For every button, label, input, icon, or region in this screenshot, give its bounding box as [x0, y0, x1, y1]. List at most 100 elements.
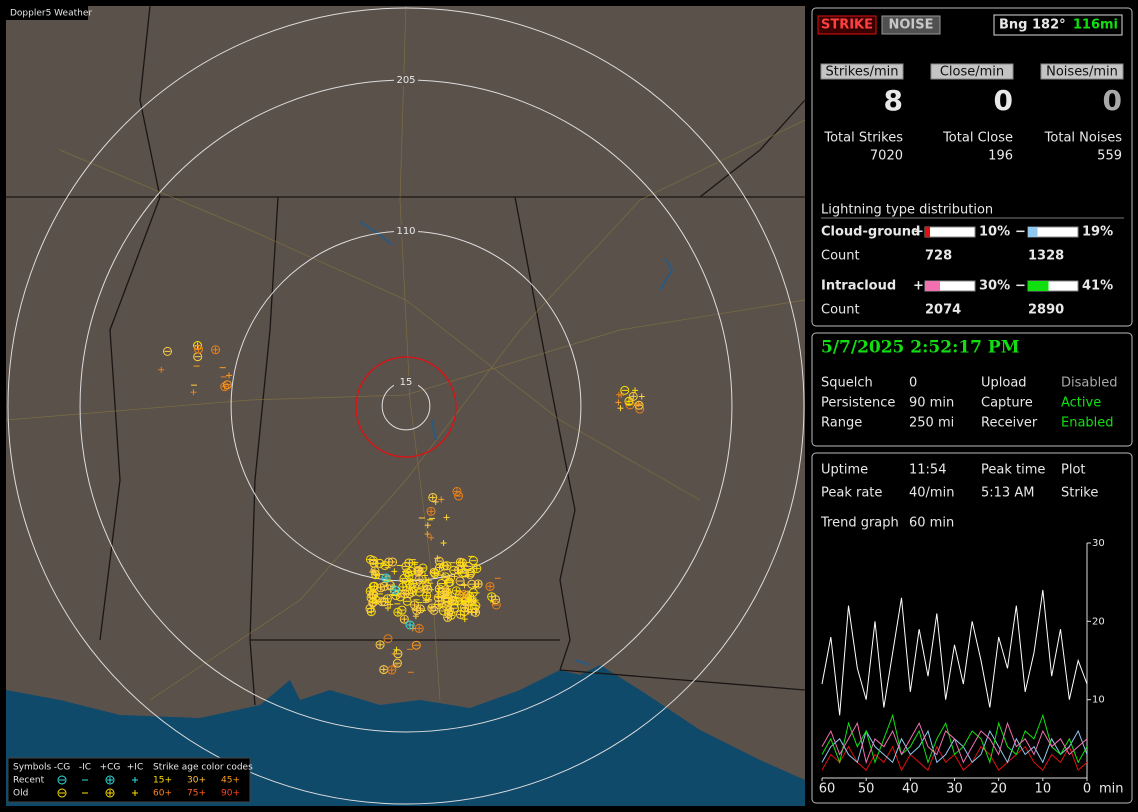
- strike-symbol: [105, 775, 115, 785]
- status-label: Squelch: [821, 376, 873, 391]
- symbol-circle: [410, 600, 420, 610]
- strike-symbol: [422, 591, 432, 601]
- map-land: [6, 6, 805, 806]
- bearing-box: [993, 14, 1123, 36]
- stat-item: Strike: [1061, 486, 1098, 501]
- symbol-circle: [385, 580, 395, 590]
- symbol-circle: [412, 606, 422, 616]
- symbol-circle: [472, 564, 482, 574]
- trend-line: [821, 589, 1088, 716]
- strike-button[interactable]: [817, 15, 877, 35]
- symbol-circle: [426, 506, 436, 516]
- strike-symbol: [369, 581, 379, 591]
- strike-symbol: [395, 592, 405, 602]
- stat-item: 40/min: [909, 486, 954, 501]
- strike-symbol: [459, 589, 469, 599]
- rate-value: 0: [994, 84, 1013, 117]
- strike-symbol: [440, 540, 447, 547]
- strike-symbol: [368, 556, 378, 566]
- symbol-circle: [628, 391, 638, 401]
- legend-age: 75+: [187, 789, 206, 799]
- rate-button: [1040, 63, 1124, 80]
- total-value: 7020: [870, 149, 903, 164]
- strike-symbol: [379, 665, 389, 675]
- strike-symbol: [429, 567, 439, 577]
- symbol-circle: [163, 346, 173, 356]
- legend-type: +IC: [127, 763, 143, 773]
- percent-label: 41%: [1082, 279, 1113, 294]
- symbol-circle: [366, 607, 376, 617]
- symbol-circle: [465, 569, 475, 579]
- strike-symbol: [435, 588, 442, 595]
- distribution-title: Lightning type distribution: [821, 203, 993, 218]
- strike-symbol: [387, 601, 394, 608]
- stat-item: 5:13 AM: [981, 486, 1034, 501]
- y-tick-label: 20: [1092, 616, 1105, 627]
- strike-symbol: [448, 595, 458, 605]
- count-label: Count: [821, 249, 860, 264]
- strike-symbol: [399, 614, 409, 624]
- symbol-circle: [392, 658, 402, 668]
- strike-symbol: [193, 344, 203, 354]
- status-label: Upload: [981, 376, 1027, 391]
- status-value: 90 min: [909, 396, 954, 411]
- legend-age: 15+: [153, 776, 172, 786]
- symbol-circle: [398, 582, 408, 592]
- y-tick-label: 30: [1092, 538, 1105, 549]
- legend-age: 60+: [153, 789, 172, 799]
- strike-symbol: [387, 665, 397, 675]
- legend-age-title: Strike age color codes: [153, 763, 253, 773]
- symbol-circle: [491, 600, 501, 610]
- strike-symbol: [472, 564, 482, 574]
- symbol-circle: [105, 775, 115, 785]
- symbol-circle: [422, 591, 432, 601]
- status-value: Disabled: [1061, 376, 1117, 391]
- strike-symbol: [405, 588, 415, 598]
- strike-symbol: [460, 603, 470, 613]
- noise-button-label[interactable]: NOISE: [888, 18, 933, 33]
- percent-label: 19%: [1082, 225, 1113, 240]
- symbol-circle: [220, 382, 230, 392]
- bearing: Bng 182°: [999, 18, 1066, 33]
- strike-symbol: [632, 387, 639, 394]
- strike-symbol: [430, 569, 440, 579]
- strike-symbol: [423, 584, 433, 594]
- strike-symbol: [158, 366, 165, 373]
- symbol-circle: [383, 634, 393, 644]
- percent-track: [924, 226, 976, 238]
- strike-symbol: [397, 605, 407, 615]
- strike-symbol: [393, 649, 403, 659]
- strike-symbol: [414, 623, 424, 633]
- strike-symbol: [638, 393, 645, 400]
- symbol-circle: [393, 607, 403, 617]
- symbol-circle: [451, 586, 461, 596]
- stat-item: Peak rate: [821, 486, 882, 501]
- legend-age: 90+: [221, 789, 240, 799]
- strike-symbol: [468, 556, 478, 566]
- symbol-circle: [485, 581, 495, 591]
- strike-symbol: [461, 582, 468, 589]
- symbol-circle: [620, 385, 630, 395]
- count-value: 728: [925, 249, 952, 264]
- legend-row: Old: [13, 789, 28, 799]
- symbol-circle: [430, 569, 440, 579]
- strike-symbol: [391, 568, 398, 575]
- symbol-circle: [436, 579, 446, 589]
- total-label: Total Noises: [1044, 131, 1123, 146]
- strike-button-label[interactable]: STRIKE: [821, 18, 873, 33]
- trend-line: [821, 721, 1088, 765]
- noise-button[interactable]: [881, 15, 941, 35]
- strike-symbol: [424, 522, 431, 529]
- status-value: 250 mi: [909, 416, 954, 431]
- strike-symbol: [384, 605, 391, 612]
- symbol-circle: [491, 595, 501, 605]
- symbol-circle: [418, 582, 428, 592]
- strike-symbol: [422, 597, 429, 604]
- state-borders: [6, 5, 806, 706]
- count-value: 1328: [1028, 249, 1064, 264]
- type-name: Cloud-ground: [821, 225, 920, 240]
- symbol-circle: [459, 589, 469, 599]
- ring-label-bg: [394, 74, 418, 87]
- strike-symbol: [220, 382, 230, 392]
- symbol-circle: [434, 556, 444, 566]
